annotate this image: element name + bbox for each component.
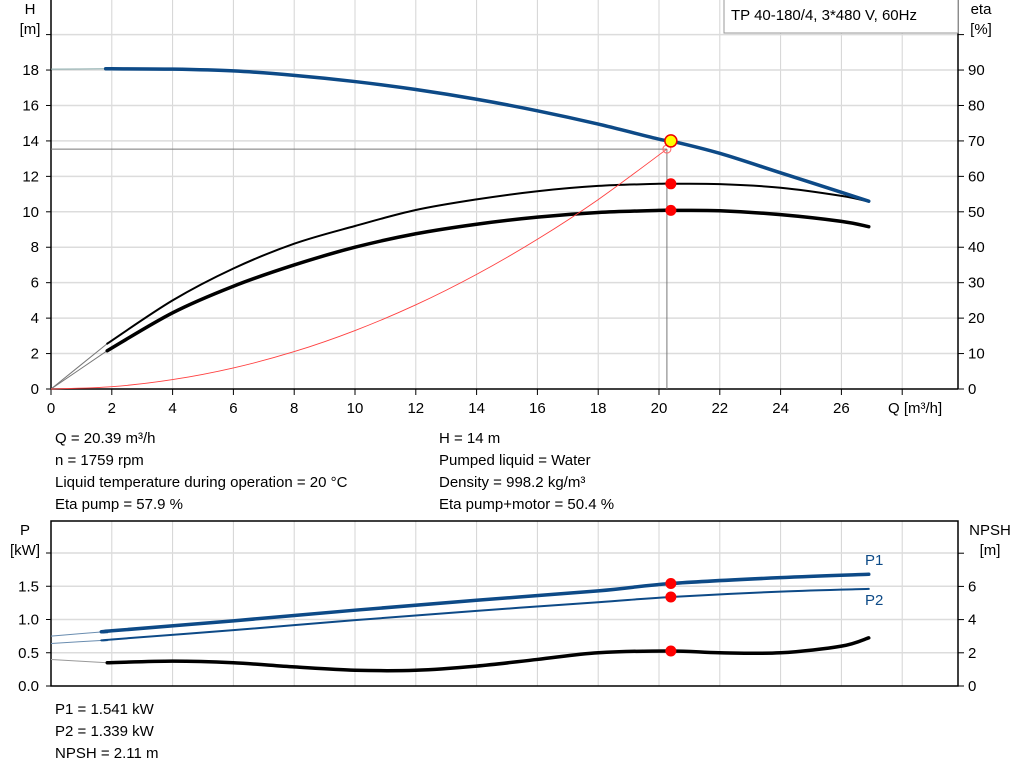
y-axis-label-left-name: P: [20, 522, 30, 539]
info-right: H = 14 m Pumped liquid = Water Density =…: [439, 428, 614, 516]
y-tick-label-left: 16: [22, 97, 39, 114]
y-tick-label-right: 4: [968, 612, 976, 629]
eta-pump-point: [665, 178, 677, 190]
x-tick-label: 0: [47, 400, 55, 417]
title-box: [723, 0, 959, 34]
temperature-readout: Liquid temperature during operation = 20…: [55, 474, 348, 491]
y-tick-label-left: 1.5: [18, 578, 39, 595]
x-tick-label: 10: [347, 400, 364, 417]
p1-readout: P1 = 1.541 kW: [55, 701, 154, 718]
y-tick-label-right: 20: [968, 310, 985, 327]
p1-curve-extension: [50, 630, 108, 637]
y-tick-label-left: 0: [31, 381, 39, 398]
y-tick-label-left: 8: [31, 239, 39, 256]
chart-title: TP 40-180/4, 3*480 V, 60Hz: [731, 7, 917, 24]
y-axis-label-right-unit: [%]: [970, 21, 992, 38]
p2-series-label: P2: [865, 592, 883, 609]
flow-readout: Q = 20.39 m³/h: [55, 430, 156, 447]
x-tick-label: 16: [529, 400, 546, 417]
y-tick-label-right: 10: [968, 346, 985, 363]
y-tick-label-left: 6: [31, 275, 39, 292]
eta-total-curve: [105, 208, 871, 353]
y-axis-label-left-unit: [m]: [20, 21, 41, 38]
eta-pump-curve-extension: [50, 343, 108, 390]
y-tick-label-left: 14: [22, 133, 39, 150]
head-curve: [103, 67, 871, 203]
eta-total-curve-extension: [50, 350, 108, 390]
x-tick-label: 8: [290, 400, 298, 417]
eta-total-point: [665, 204, 677, 216]
p2-curve-extension: [50, 639, 108, 644]
x-tick-label: 24: [772, 400, 789, 417]
y-tick-label-right: 6: [968, 578, 976, 595]
p1-curve: [99, 572, 871, 634]
x-tick-label: 2: [108, 400, 116, 417]
y-tick-label-left: 2: [31, 346, 39, 363]
y-tick-label-right: 40: [968, 239, 985, 256]
x-tick-label: 22: [711, 400, 728, 417]
npsh-point: [665, 645, 677, 657]
y-tick-label-right: 50: [968, 204, 985, 221]
y-axis-label-right-name: eta: [971, 1, 993, 18]
y-tick-label-right: 90: [968, 62, 985, 79]
x-tick-label: 12: [407, 400, 424, 417]
npsh-curve-extension: [50, 658, 108, 664]
y-tick-label-right: 2: [968, 645, 976, 662]
npsh-curve: [105, 636, 871, 673]
y-axis-label-left-name: H: [25, 1, 36, 18]
eta-total-readout: Eta pump+motor = 50.4 %: [439, 496, 615, 513]
y-tick-label-right: 0: [968, 678, 976, 695]
p2-point: [665, 591, 677, 603]
liquid-readout: Pumped liquid = Water: [439, 452, 591, 469]
x-tick-label: 4: [168, 400, 176, 417]
info-bottom: P1 = 1.541 kW P2 = 1.339 kW NPSH = 2.11 …: [55, 699, 159, 765]
head-readout: H = 14 m: [439, 430, 501, 447]
y-tick-label-right: 80: [968, 97, 985, 114]
y-axis-label-left-unit: [kW]: [10, 542, 40, 559]
p2-readout: P2 = 1.339 kW: [55, 723, 154, 740]
y-tick-label-right: 30: [968, 275, 985, 292]
x-tick-label: 18: [590, 400, 607, 417]
density-readout: Density = 998.2 kg/m³: [439, 474, 586, 491]
y-tick-label-right: 70: [968, 133, 985, 150]
lower-plot-frame: [50, 520, 959, 687]
y-tick-label-left: 12: [22, 168, 39, 185]
p1-series-label: P1: [865, 552, 883, 569]
operating-point-marker: [664, 134, 678, 148]
system-curve: [50, 148, 668, 390]
y-tick-label-right: 0: [968, 381, 976, 398]
y-tick-label-left: 1.0: [18, 612, 39, 629]
p1-point: [665, 578, 677, 590]
y-tick-label-left: 18: [22, 62, 39, 79]
npsh-readout: NPSH = 2.11 m: [55, 745, 159, 762]
y-tick-label-right: 60: [968, 168, 985, 185]
x-tick-label: 14: [468, 400, 485, 417]
info-left: Q = 20.39 m³/h n = 1759 rpm Liquid tempe…: [55, 428, 347, 516]
y-axis-label-right-unit: [m]: [980, 542, 1001, 559]
y-tick-label-left: 10: [22, 204, 39, 221]
eta-pump-readout: Eta pump = 57.9 %: [55, 496, 183, 513]
y-tick-label-left: 0.5: [18, 645, 39, 662]
speed-readout: n = 1759 rpm: [55, 452, 144, 469]
x-tick-label: 26: [833, 400, 850, 417]
eta-pump-curve: [106, 182, 870, 345]
p2-curve: [100, 587, 870, 642]
x-axis-label: Q [m³/h]: [888, 400, 942, 417]
y-tick-label-left: 0.0: [18, 678, 39, 695]
x-tick-label: 6: [229, 400, 237, 417]
y-tick-label-left: 4: [31, 310, 39, 327]
x-tick-label: 20: [651, 400, 668, 417]
y-axis-label-right-name: NPSH: [969, 522, 1011, 539]
